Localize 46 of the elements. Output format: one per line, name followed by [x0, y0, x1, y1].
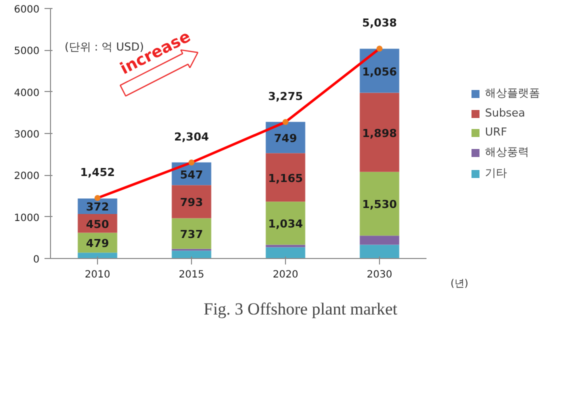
legend-label: URF [485, 126, 508, 138]
data-label: 1,898 [362, 126, 397, 140]
y-tick-label: 2000 [14, 171, 40, 182]
data-label: 737 [180, 228, 203, 242]
y-tick-label: 3000 [14, 130, 40, 140]
data-label: 1,034 [268, 218, 304, 231]
data-label: 1,056 [362, 65, 398, 78]
bar [266, 153, 306, 202]
caption: Fig. 3 Offshore plant market [204, 300, 398, 318]
bar [78, 252, 118, 258]
data-label: 1,165 [268, 172, 303, 185]
y-tick-label: 5000 [14, 46, 40, 58]
x-tick-label: 2015 [178, 270, 204, 280]
bar [360, 172, 400, 236]
data-label: 372 [86, 200, 109, 214]
data-label: 749 [274, 132, 297, 146]
bar [266, 202, 306, 245]
x-tick-label: 2020 [272, 270, 298, 280]
bar [266, 247, 306, 258]
x-tick-label: 2010 [84, 270, 110, 280]
bar [172, 185, 212, 218]
data-label: 547 [180, 168, 203, 182]
bar [172, 218, 212, 249]
bar [360, 236, 400, 245]
data-label: 5,038 [362, 16, 397, 30]
y-tick-label: 1000 [14, 212, 40, 224]
data-label: 479 [86, 237, 109, 250]
bar [360, 92, 400, 172]
data-label: 1,530 [362, 198, 398, 212]
data-label: 793 [180, 196, 203, 210]
data-label: 450 [86, 218, 110, 231]
x-axis-title: (년) [450, 278, 468, 290]
bar [266, 244, 306, 248]
y-tick-label: 4000 [14, 88, 40, 99]
bar [360, 244, 400, 258]
x-tick-label: 2030 [366, 270, 392, 280]
legend-label: 해상풍력 [485, 144, 529, 160]
y-tick-label: 6000 [14, 4, 40, 16]
legend-label: 해상플랫폼 [485, 86, 540, 100]
data-label: 3,275 [268, 90, 303, 104]
data-label: 1,452 [80, 166, 115, 179]
bar [172, 250, 212, 258]
legend-label: 기타 [485, 166, 507, 180]
y-tick-label: 0 [33, 254, 40, 266]
data-label: 2,304 [174, 130, 210, 144]
legend-label: Subsea [485, 106, 526, 120]
